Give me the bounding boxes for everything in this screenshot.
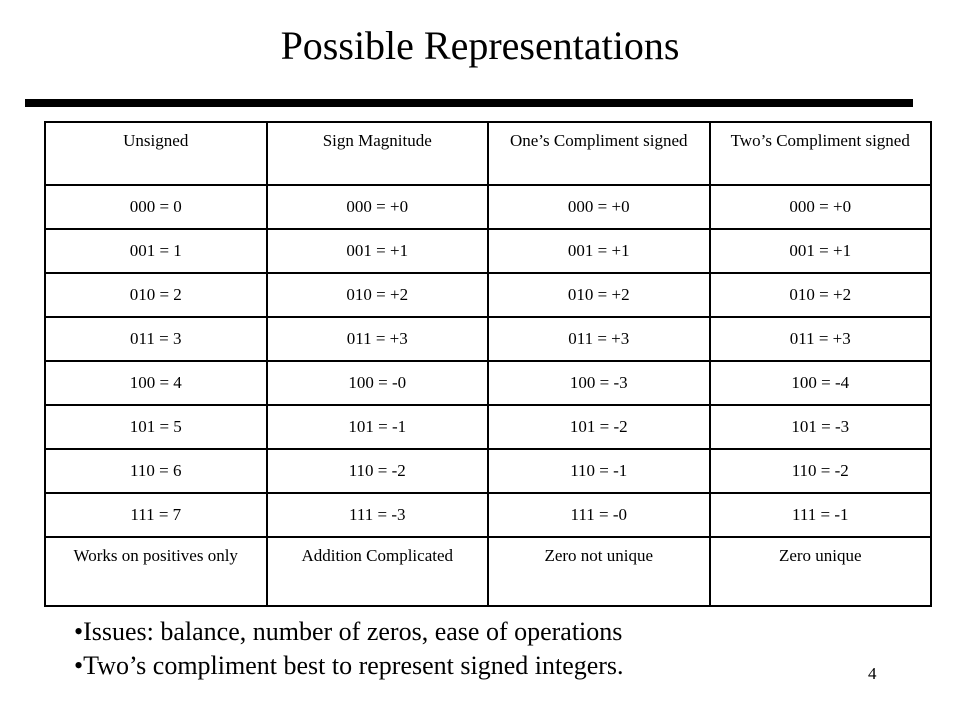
page-number: 4: [868, 664, 877, 683]
representations-table: Unsigned Sign Magnitude One’s Compliment…: [44, 121, 932, 607]
table-cell: 001 = +1: [708, 228, 932, 274]
table-cell: 101 = 5: [44, 404, 268, 450]
table-cell: 100 = -4: [708, 360, 932, 406]
header-cell: Two’s Compliment signed: [708, 121, 932, 186]
table-cell: 011 = +3: [708, 316, 932, 362]
table-cell: 111 = -1: [708, 492, 932, 538]
table-cell: 110 = -2: [708, 448, 932, 494]
table-cell: 011 = +3: [487, 316, 711, 362]
table-header-row: Unsigned Sign Magnitude One’s Compliment…: [44, 121, 932, 186]
footer-cell: Zero not unique: [487, 536, 711, 607]
table-row: 001 = 1 001 = +1 001 = +1 001 = +1: [44, 228, 932, 274]
footer-cell: Works on positives only: [44, 536, 268, 607]
table-row: 110 = 6 110 = -2 110 = -1 110 = -2: [44, 448, 932, 494]
footer-cell: Addition Complicated: [265, 536, 489, 607]
table-cell: 010 = 2: [44, 272, 268, 318]
table-cell: 010 = +2: [708, 272, 932, 318]
title-divider: [25, 99, 913, 107]
table-cell: 100 = -3: [487, 360, 711, 406]
table-cell: 111 = 7: [44, 492, 268, 538]
table-cell: 011 = +3: [265, 316, 489, 362]
table-cell: 000 = +0: [487, 184, 711, 230]
table-cell: 011 = 3: [44, 316, 268, 362]
table-row: 101 = 5 101 = -1 101 = -2 101 = -3: [44, 404, 932, 450]
footer-cell: Zero unique: [708, 536, 932, 607]
table-cell: 000 = 0: [44, 184, 268, 230]
table-cell: 101 = -1: [265, 404, 489, 450]
table-cell: 000 = +0: [708, 184, 932, 230]
header-cell: One’s Compliment signed: [487, 121, 711, 186]
table-cell: 111 = -0: [487, 492, 711, 538]
table-row: 000 = 0 000 = +0 000 = +0 000 = +0: [44, 184, 932, 230]
table-cell: 101 = -3: [708, 404, 932, 450]
table-cell: 100 = 4: [44, 360, 268, 406]
header-cell: Sign Magnitude: [265, 121, 489, 186]
table-footer-row: Works on positives only Addition Complic…: [44, 536, 932, 607]
table-cell: 010 = +2: [265, 272, 489, 318]
table-cell: 101 = -2: [487, 404, 711, 450]
table-cell: 110 = -1: [487, 448, 711, 494]
bullet-list: •Issues: balance, number of zeros, ease …: [74, 615, 624, 683]
table-cell: 111 = -3: [265, 492, 489, 538]
table-cell: 000 = +0: [265, 184, 489, 230]
table-row: 111 = 7 111 = -3 111 = -0 111 = -1: [44, 492, 932, 538]
table-cell: 110 = -2: [265, 448, 489, 494]
table-cell: 010 = +2: [487, 272, 711, 318]
table-row: 100 = 4 100 = -0 100 = -3 100 = -4: [44, 360, 932, 406]
header-cell: Unsigned: [44, 121, 268, 186]
table-row: 010 = 2 010 = +2 010 = +2 010 = +2: [44, 272, 932, 318]
table-cell: 100 = -0: [265, 360, 489, 406]
table-cell: 001 = +1: [487, 228, 711, 274]
table-cell: 110 = 6: [44, 448, 268, 494]
table-cell: 001 = 1: [44, 228, 268, 274]
slide-title: Possible Representations: [280, 23, 680, 68]
bullet-issues: •Issues: balance, number of zeros, ease …: [74, 617, 623, 646]
table-cell: 001 = +1: [265, 228, 489, 274]
bullet-twos-compliment: •Two’s compliment best to represent sign…: [74, 651, 624, 680]
table-row: 011 = 3 011 = +3 011 = +3 011 = +3: [44, 316, 932, 362]
